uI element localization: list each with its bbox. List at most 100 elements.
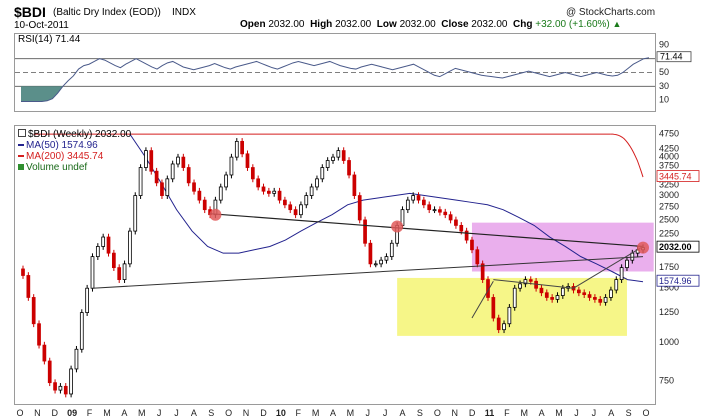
chart-exchange: INDX [172, 7, 196, 18]
x-tick-label: A [608, 408, 614, 418]
candle-body [85, 287, 89, 313]
candle-body [245, 153, 250, 168]
chart-date: 10-Oct-2011 [14, 20, 69, 31]
candle-body [512, 287, 517, 308]
chg-value: +32.00 (+1.60%) [535, 19, 610, 30]
candle-body [432, 209, 437, 212]
candle-body [518, 283, 522, 289]
channel-line-breakout [573, 246, 644, 289]
channel-line-upper [493, 279, 574, 289]
x-tick-label: A [121, 408, 127, 418]
x-tick-label: S [417, 408, 423, 418]
candle-body [202, 199, 207, 211]
x-tick-label: M [521, 408, 529, 418]
pivot-marker [209, 208, 222, 221]
price-tick-label: 4750 [659, 129, 679, 139]
yellow-zone [397, 277, 627, 336]
x-tick-label: 09 [67, 408, 77, 418]
candle-body [427, 204, 432, 211]
candle-body [331, 156, 335, 161]
candle-body [277, 190, 282, 201]
candle-body [79, 312, 84, 350]
candle-body [544, 292, 549, 298]
candle-body [197, 190, 202, 201]
x-tick-label: N [34, 408, 41, 418]
candle-body [630, 252, 635, 261]
x-tick-label: N [451, 408, 458, 418]
x-tick-label: J [383, 408, 388, 418]
candle-body [464, 230, 469, 241]
open-label: Open [240, 19, 266, 30]
channel-line-rise [471, 281, 494, 319]
candle-body [192, 182, 196, 192]
price-tick-label: 4250 [659, 144, 679, 154]
candle-body [539, 287, 544, 294]
legend-bdi-swatch [18, 129, 26, 137]
candle-body [603, 297, 608, 303]
support-trendline [92, 256, 644, 289]
chart-name: (Baltic Dry Index (EOD)) [53, 7, 161, 18]
x-tick-label: D [469, 408, 476, 418]
price-tick-label: 2750 [659, 202, 679, 212]
x-tick-label: S [208, 408, 214, 418]
candle-body [443, 211, 448, 216]
candle-body [186, 167, 191, 184]
rsi-axis: 907050301071.44 [656, 39, 692, 105]
candle-body [47, 360, 52, 384]
chg-label: Chg [513, 19, 533, 30]
x-tick-label: A [330, 408, 336, 418]
candle-body [459, 225, 464, 232]
legend-ma50: MA(50) 1574.96 [18, 140, 131, 151]
close-last-value-label: 2032.00 [659, 242, 692, 252]
legend-bdi: $BDI (Weekly) 2032.00 [18, 129, 131, 140]
price-chart [21, 133, 654, 398]
rsi-last-value-box [656, 51, 692, 63]
candle-body [299, 204, 303, 216]
rsi-tick-label: 50 [659, 67, 669, 77]
candle-body [560, 287, 565, 296]
candle-body [422, 199, 426, 206]
ma200-line [610, 133, 644, 178]
candle-body [250, 167, 255, 180]
x-tick-label: O [16, 408, 23, 418]
close-last-value-box [656, 240, 700, 253]
candle-body [363, 219, 367, 244]
x-tick-label: A [400, 408, 406, 418]
price-panel [14, 125, 656, 405]
candle-body [165, 178, 170, 196]
pivot-marker [391, 220, 404, 233]
resistance-trendline [210, 213, 644, 248]
x-tick-label: F [295, 408, 301, 418]
x-tick-label: 11 [485, 408, 495, 418]
x-tick-label: O [642, 408, 649, 418]
candle-body [138, 167, 143, 196]
candle-body [587, 294, 592, 298]
candle-body [336, 150, 341, 158]
candle-body [577, 289, 581, 294]
candle-body [341, 150, 346, 161]
rsi-panel [14, 33, 656, 112]
candle-body [21, 268, 25, 276]
pivot-marker [637, 241, 649, 254]
candle-body [309, 186, 314, 196]
x-tick-label: J [157, 408, 162, 418]
candle-body [69, 368, 73, 395]
price-tick-label: 750 [659, 375, 674, 385]
stockcharts-watermark: @ StockCharts.com [566, 7, 656, 18]
candle-body [523, 279, 528, 285]
price-tick-label: 1500 [659, 283, 679, 293]
candle-body [502, 323, 506, 331]
ohlc-bar: Open 2032.00 High 2032.00 Low 2032.00 Cl… [240, 19, 621, 30]
ma50-last-value-box [656, 274, 700, 287]
candle-body [42, 344, 47, 362]
candle-body [368, 242, 373, 265]
candle-body [384, 256, 389, 261]
x-axis: O N D 09 F M A M J J A S O N D 10 F M A M J J A S O N D 11 F M A M J J A S O [16, 408, 649, 418]
candle-body [101, 236, 106, 247]
x-tick-label: J [174, 408, 179, 418]
candle-body [609, 289, 613, 298]
x-tick-label: F [87, 408, 93, 418]
candle-body [90, 256, 95, 289]
candle-body [475, 249, 480, 265]
candle-body [347, 160, 351, 176]
